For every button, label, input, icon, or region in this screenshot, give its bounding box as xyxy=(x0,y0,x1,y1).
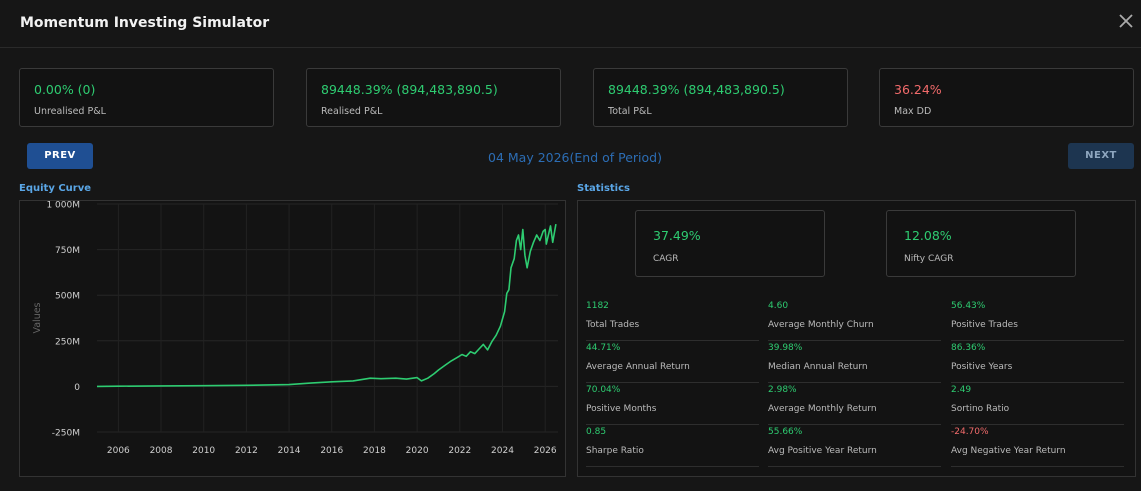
y-tick-label: -250M xyxy=(52,429,80,439)
y-axis-title: Values xyxy=(32,302,43,333)
stat-label: Positive Years xyxy=(951,362,1013,372)
stat-value: 70.04% xyxy=(586,385,621,395)
stat-label: Sortino Ratio xyxy=(951,404,1010,414)
nifty-cagr-value: 12.08% xyxy=(904,228,952,243)
total-pnl-value: 89448.39% (894,483,890.5) xyxy=(608,82,785,97)
y-tick-label: 250M xyxy=(55,337,80,347)
x-tick-label: 2008 xyxy=(150,446,173,456)
stat-item: 70.04% Positive Months xyxy=(586,383,759,425)
nifty-cagr-label: Nifty CAGR xyxy=(904,254,954,264)
close-button[interactable] xyxy=(1115,10,1137,32)
stat-item: 86.36% Positive Years xyxy=(951,341,1124,383)
stat-item: 1182 Total Trades xyxy=(586,299,759,341)
equity-series-line xyxy=(96,223,557,388)
stat-label: Avg Positive Year Return xyxy=(768,446,877,456)
stat-label: Sharpe Ratio xyxy=(586,446,644,456)
x-tick-label: 2006 xyxy=(107,446,130,456)
unrealised-pnl-label: Unrealised P&L xyxy=(34,106,106,117)
realised-pnl-card: 89448.39% (894,483,890.5) Realised P&L xyxy=(306,68,561,127)
equity-curve-title: Equity Curve xyxy=(19,183,92,194)
y-tick-label: 1 000M xyxy=(46,201,80,211)
stat-label: Positive Trades xyxy=(951,320,1018,330)
x-tick-label: 2022 xyxy=(448,446,471,456)
stat-value: 56.43% xyxy=(951,301,986,311)
nifty-cagr-card: 12.08% Nifty CAGR xyxy=(886,210,1076,277)
statistics-panel: 37.49% CAGR 12.08% Nifty CAGR 1182 Total … xyxy=(577,200,1136,477)
stat-value: 39.98% xyxy=(768,343,803,353)
stat-label: Average Annual Return xyxy=(586,362,690,372)
max-dd-label: Max DD xyxy=(894,106,932,117)
stat-item: 56.43% Positive Trades xyxy=(951,299,1124,341)
max-dd-value: 36.24% xyxy=(894,82,942,97)
modal-header: Momentum Investing Simulator xyxy=(0,0,1141,48)
x-tick-label: 2012 xyxy=(235,446,258,456)
unrealised-pnl-card: 0.00% (0) Unrealised P&L xyxy=(19,68,274,127)
statistics-title: Statistics xyxy=(577,183,630,194)
equity-curve-chart: -250M 0 250M 500M 750M 1 000M 2006 2008 2010 2012… xyxy=(32,201,558,456)
stat-value: 55.66% xyxy=(768,427,803,437)
stat-label: Total Trades xyxy=(586,320,640,330)
stat-label: Positive Months xyxy=(586,404,657,414)
prev-button[interactable]: PREV xyxy=(27,143,93,169)
stat-item: 0.85 Sharpe Ratio xyxy=(586,425,759,467)
stat-value: 0.85 xyxy=(586,427,607,437)
period-label: 04 May 2026(End of Period) xyxy=(488,150,662,165)
equity-curve-panel: -250M 0 250M 500M 750M 1 000M 2006 2008 2010 2012… xyxy=(19,200,566,477)
stat-value: 44.71% xyxy=(586,343,621,353)
stat-label: Average Monthly Churn xyxy=(768,320,874,330)
stat-label: Average Monthly Return xyxy=(768,404,877,414)
close-icon xyxy=(1119,14,1133,28)
modal-title: Momentum Investing Simulator xyxy=(20,15,270,31)
max-dd-card: 36.24% Max DD xyxy=(879,68,1134,127)
stat-item: -24.70% Avg Negative Year Return xyxy=(951,425,1124,467)
stat-item: 39.98% Median Annual Return xyxy=(768,341,941,383)
stat-value: 1182 xyxy=(586,301,609,311)
stat-value: -24.70% xyxy=(951,427,989,437)
y-tick-label: 0 xyxy=(74,383,80,393)
realised-pnl-label: Realised P&L xyxy=(321,106,383,117)
x-tick-label: 2010 xyxy=(192,446,215,456)
stat-item: 44.71% Average Annual Return xyxy=(586,341,759,383)
realised-pnl-value: 89448.39% (894,483,890.5) xyxy=(321,82,498,97)
stat-item: 55.66% Avg Positive Year Return xyxy=(768,425,941,467)
next-button[interactable]: NEXT xyxy=(1068,143,1134,169)
x-tick-label: 2024 xyxy=(491,446,514,456)
stat-item: 2.49 Sortino Ratio xyxy=(951,383,1124,425)
stat-label: Avg Negative Year Return xyxy=(951,446,1066,456)
stat-label: Median Annual Return xyxy=(768,362,868,372)
cagr-label: CAGR xyxy=(653,254,679,264)
y-tick-label: 500M xyxy=(55,292,80,302)
cagr-value: 37.49% xyxy=(653,228,701,243)
stat-value: 86.36% xyxy=(951,343,986,353)
total-pnl-label: Total P&L xyxy=(608,106,652,117)
x-tick-label: 2018 xyxy=(363,446,386,456)
total-pnl-card: 89448.39% (894,483,890.5) Total P&L xyxy=(593,68,848,127)
unrealised-pnl-value: 0.00% (0) xyxy=(34,82,96,97)
stat-value: 4.60 xyxy=(768,301,789,311)
x-tick-label: 2016 xyxy=(320,446,343,456)
cagr-card: 37.49% CAGR xyxy=(635,210,825,277)
x-tick-label: 2026 xyxy=(534,446,557,456)
stat-value: 2.49 xyxy=(951,385,972,395)
stat-value: 2.98% xyxy=(768,385,797,395)
y-tick-label: 750M xyxy=(55,246,80,256)
stat-item: 2.98% Average Monthly Return xyxy=(768,383,941,425)
x-tick-label: 2014 xyxy=(278,446,301,456)
x-tick-label: 2020 xyxy=(406,446,429,456)
stat-item: 4.60 Average Monthly Churn xyxy=(768,299,941,341)
